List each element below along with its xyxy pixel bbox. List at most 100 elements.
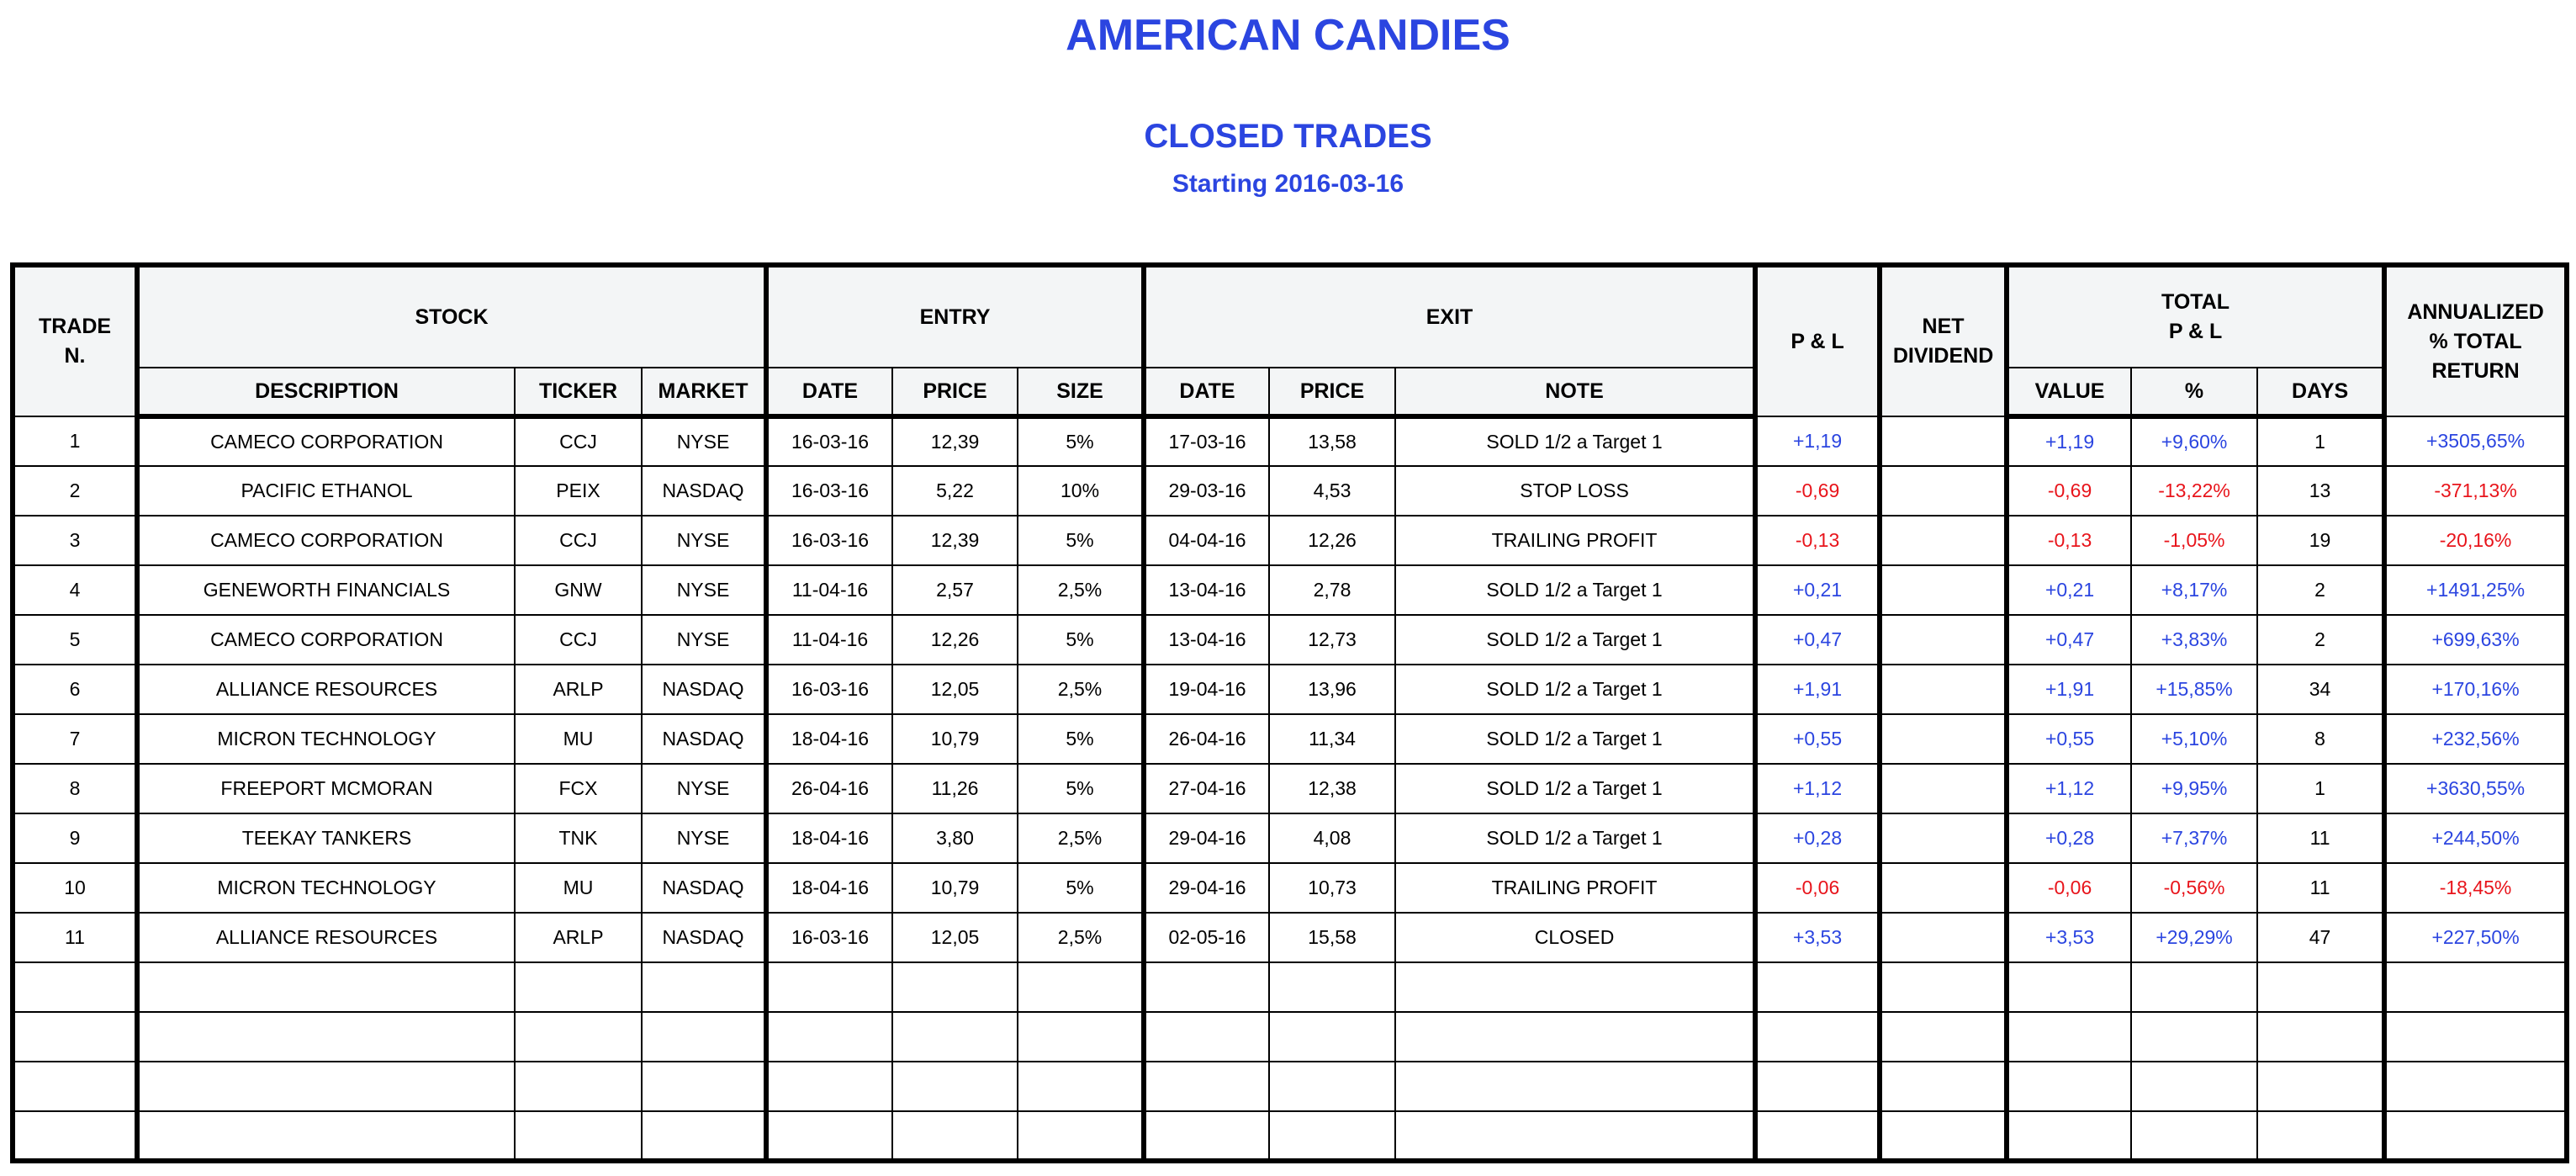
market: NYSE bbox=[640, 515, 768, 566]
trade-number: 11 bbox=[12, 912, 138, 963]
market: NASDAQ bbox=[640, 862, 768, 914]
days: 1 bbox=[2256, 763, 2386, 814]
empty-cell bbox=[2256, 1061, 2386, 1112]
total-value: +0,55 bbox=[2004, 713, 2133, 765]
empty-cell bbox=[2256, 1110, 2386, 1162]
size: 2,5% bbox=[1017, 564, 1145, 616]
ticker: FCX bbox=[514, 763, 643, 814]
trade-row: 11 ALLIANCE RESOURCES ARLP NASDAQ 16-03-16 12… bbox=[12, 912, 2568, 963]
column-header: DATE bbox=[1141, 367, 1271, 419]
exit-price: 12,73 bbox=[1268, 614, 1397, 665]
dividend-cell bbox=[1877, 614, 2008, 665]
empty-cell bbox=[2004, 1061, 2133, 1112]
entry-date: 18-04-16 bbox=[764, 713, 894, 765]
table-body: 1 CAMECO CORPORATION CCJ NYSE 16-03-16 12,39 5… bbox=[12, 416, 2568, 1162]
empty-cell bbox=[2382, 1011, 2568, 1062]
entry-price: 12,05 bbox=[891, 912, 1019, 963]
empty-cell bbox=[764, 961, 894, 1013]
trade-number: 6 bbox=[12, 664, 138, 715]
exit-price: 4,08 bbox=[1268, 813, 1397, 864]
entry-price: 11,26 bbox=[891, 763, 1019, 814]
ticker: GNW bbox=[514, 564, 643, 616]
annualized-return: -371,13% bbox=[2382, 465, 2568, 516]
empty-cell bbox=[2130, 1110, 2259, 1162]
exit-date: 26-04-16 bbox=[1141, 713, 1271, 765]
days: 47 bbox=[2256, 912, 2386, 963]
empty-cell bbox=[514, 1011, 643, 1062]
pnl: +3,53 bbox=[1753, 912, 1881, 963]
days: 34 bbox=[2256, 664, 2386, 715]
note: SOLD 1/2 a Target 1 bbox=[1394, 813, 1757, 864]
empty-cell bbox=[514, 1061, 643, 1112]
note: CLOSED bbox=[1394, 912, 1757, 963]
entry-date: 16-03-16 bbox=[764, 912, 894, 963]
entry-price: 5,22 bbox=[891, 465, 1019, 516]
dividend-cell bbox=[1877, 813, 2008, 864]
description: TEEKAY TANKERS bbox=[135, 813, 516, 864]
days: 19 bbox=[2256, 515, 2386, 566]
ticker: MU bbox=[514, 862, 643, 914]
trade-row: 5 CAMECO CORPORATION CCJ NYSE 11-04-16 12,26 5… bbox=[12, 614, 2568, 665]
exit-date: 29-04-16 bbox=[1141, 862, 1271, 914]
group-header: P & L bbox=[1753, 264, 1881, 417]
empty-row bbox=[12, 1110, 2568, 1162]
exit-date: 19-04-16 bbox=[1141, 664, 1271, 715]
note: STOP LOSS bbox=[1394, 465, 1757, 516]
empty-cell bbox=[1753, 1011, 1881, 1062]
entry-date: 11-04-16 bbox=[764, 614, 894, 665]
group-header: TRADE N. bbox=[12, 264, 138, 417]
size: 2,5% bbox=[1017, 912, 1145, 963]
column-header: PRICE bbox=[1268, 367, 1397, 419]
total-value: -0,13 bbox=[2004, 515, 2133, 566]
entry-date: 18-04-16 bbox=[764, 862, 894, 914]
empty-cell bbox=[12, 961, 138, 1013]
pnl: +0,21 bbox=[1753, 564, 1881, 616]
trade-row: 8 FREEPORT MCMORAN FCX NYSE 26-04-16 11,26 5% 2… bbox=[12, 763, 2568, 814]
note: SOLD 1/2 a Target 1 bbox=[1394, 614, 1757, 665]
size: 5% bbox=[1017, 614, 1145, 665]
empty-cell bbox=[891, 1061, 1019, 1112]
exit-price: 12,38 bbox=[1268, 763, 1397, 814]
pnl: -0,13 bbox=[1753, 515, 1881, 566]
empty-cell bbox=[1877, 1011, 2008, 1062]
column-header: SIZE bbox=[1017, 367, 1145, 419]
column-row: DESCRIPTION TICKER MARKET DATE PRICE SIZ… bbox=[13, 367, 2567, 419]
market: NYSE bbox=[640, 416, 768, 467]
days: 13 bbox=[2256, 465, 2386, 516]
column-header: PRICE bbox=[891, 367, 1019, 419]
entry-price: 12,39 bbox=[891, 515, 1019, 566]
annualized-return: +170,16% bbox=[2382, 664, 2568, 715]
trade-number: 3 bbox=[12, 515, 138, 566]
entry-price: 12,26 bbox=[891, 614, 1019, 665]
empty-cell bbox=[135, 1011, 516, 1062]
column-header: TICKER bbox=[514, 367, 643, 419]
trade-number: 7 bbox=[12, 713, 138, 765]
ticker: MU bbox=[514, 713, 643, 765]
annualized-return: +3505,65% bbox=[2382, 416, 2568, 467]
size: 5% bbox=[1017, 713, 1145, 765]
entry-price: 10,79 bbox=[891, 713, 1019, 765]
exit-price: 10,73 bbox=[1268, 862, 1397, 914]
dividend-cell bbox=[1877, 912, 2008, 963]
total-pct: +5,10% bbox=[2130, 713, 2259, 765]
column-header: DAYS bbox=[2256, 367, 2386, 419]
exit-price: 4,53 bbox=[1268, 465, 1397, 516]
empty-cell bbox=[1877, 1110, 2008, 1162]
empty-cell bbox=[135, 1110, 516, 1162]
note: SOLD 1/2 a Target 1 bbox=[1394, 416, 1757, 467]
pnl: -0,69 bbox=[1753, 465, 1881, 516]
note: SOLD 1/2 a Target 1 bbox=[1394, 664, 1757, 715]
empty-cell bbox=[2382, 1061, 2568, 1112]
empty-row bbox=[12, 1061, 2568, 1112]
entry-date: 16-03-16 bbox=[764, 515, 894, 566]
size: 2,5% bbox=[1017, 664, 1145, 715]
trade-number: 2 bbox=[12, 465, 138, 516]
empty-cell bbox=[1268, 1061, 1397, 1112]
ticker: PEIX bbox=[514, 465, 643, 516]
total-pct: -0,56% bbox=[2130, 862, 2259, 914]
column-header: DATE bbox=[764, 367, 894, 419]
days: 2 bbox=[2256, 564, 2386, 616]
empty-cell bbox=[891, 1011, 1019, 1062]
group-header: ANNUALIZED % TOTAL RETURN bbox=[2382, 264, 2568, 417]
